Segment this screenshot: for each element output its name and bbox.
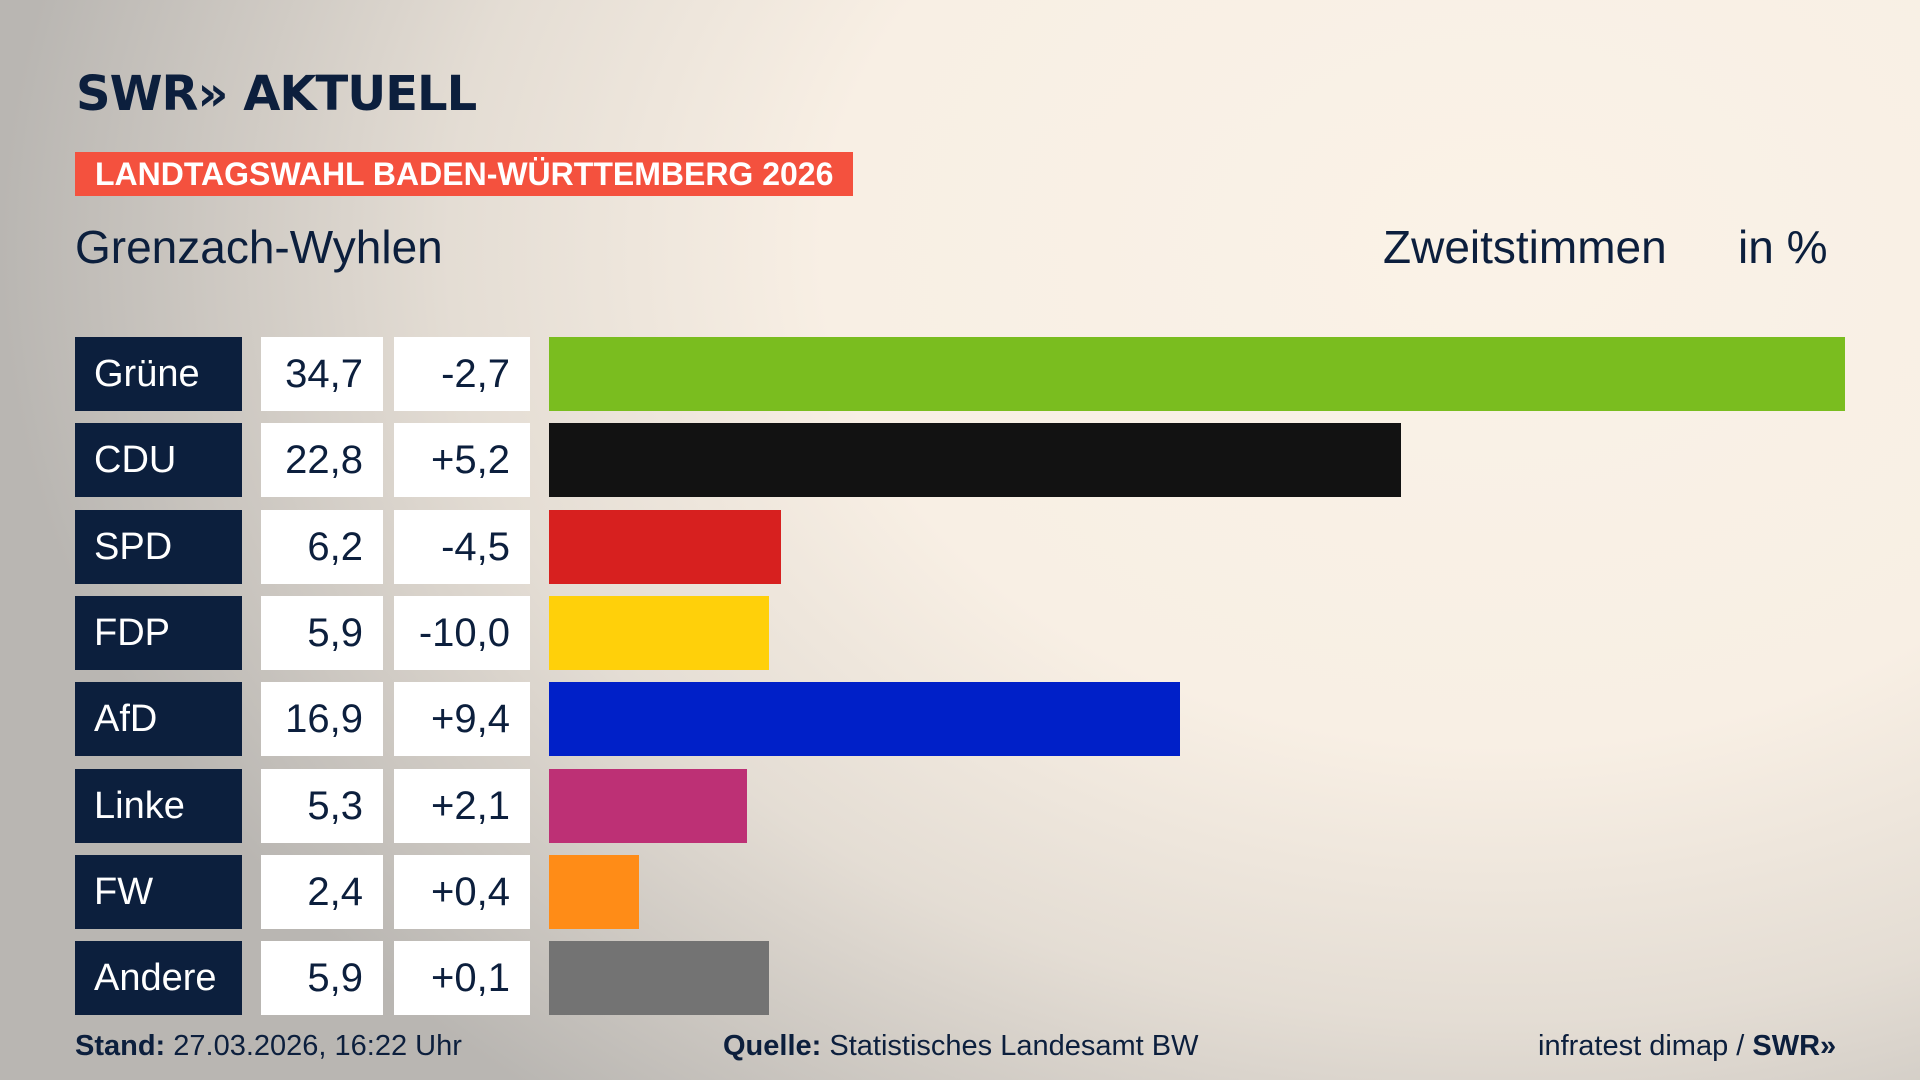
party-label: FW bbox=[75, 854, 242, 929]
vote-share: 5,3 bbox=[261, 768, 383, 843]
source-value: Statistisches Landesamt BW bbox=[829, 1030, 1199, 1062]
vote-share: 16,9 bbox=[261, 682, 383, 757]
region-title: Grenzach-Wyhlen bbox=[75, 221, 443, 273]
bar-cdu bbox=[549, 423, 1401, 498]
bar-fdp bbox=[549, 595, 770, 670]
vote-change: +5,2 bbox=[394, 423, 530, 498]
vote-change: +0,1 bbox=[394, 941, 530, 1016]
bar-grüne bbox=[549, 337, 1845, 411]
party-label: FDP bbox=[75, 595, 242, 670]
bar-fw bbox=[549, 854, 639, 929]
vote-change: -4,5 bbox=[394, 509, 530, 584]
vote-share: 34,7 bbox=[261, 337, 383, 411]
result-row: FW 2,4 +0,4 bbox=[75, 854, 1875, 929]
vote-change: +2,1 bbox=[394, 768, 530, 843]
swr-aktuell-logo: SWR» AKTUELL bbox=[76, 66, 477, 122]
bar-afd bbox=[549, 682, 1181, 757]
source-label: Quelle: bbox=[723, 1030, 822, 1062]
bar-linke bbox=[549, 768, 747, 843]
party-label: Andere bbox=[75, 941, 242, 1016]
election-banner: LANDTAGSWAHL BADEN-WÜRTTEMBERG 2026 bbox=[75, 152, 854, 196]
vote-share: 2,4 bbox=[261, 854, 383, 929]
result-row: Linke 5,3 +2,1 bbox=[75, 768, 1875, 843]
vote-change: -2,7 bbox=[394, 337, 530, 411]
stand-info: Stand: 27.03.2026, 16:22 Uhr bbox=[75, 1030, 462, 1063]
vote-share: 22,8 bbox=[261, 423, 383, 498]
vote-change: -10,0 bbox=[394, 595, 530, 670]
party-label: SPD bbox=[75, 509, 242, 584]
result-row: AfD 16,9 +9,4 bbox=[75, 682, 1875, 757]
result-row: FDP 5,9 -10,0 bbox=[75, 595, 1875, 670]
party-label: CDU bbox=[75, 423, 242, 498]
bar-spd bbox=[549, 509, 781, 584]
vote-change: +0,4 bbox=[394, 854, 530, 929]
party-label: AfD bbox=[75, 682, 242, 757]
stand-value: 27.03.2026, 16:22 Uhr bbox=[173, 1030, 462, 1062]
unit-label: in % bbox=[1738, 221, 1828, 273]
vote-share: 6,2 bbox=[261, 509, 383, 584]
credit: infratest dimap / SWR» bbox=[1538, 1030, 1836, 1063]
result-row: SPD 6,2 -4,5 bbox=[75, 509, 1875, 584]
swr-logo-small: SWR» bbox=[1752, 1030, 1837, 1062]
vote-change: +9,4 bbox=[394, 682, 530, 757]
vote-type-label: Zweitstimmen bbox=[1383, 221, 1667, 273]
bar-andere bbox=[549, 941, 770, 1016]
result-row: Andere 5,9 +0,1 bbox=[75, 941, 1875, 1016]
vote-share: 5,9 bbox=[261, 595, 383, 670]
stand-label: Stand: bbox=[75, 1030, 166, 1062]
result-row: Grüne 34,7 -2,7 bbox=[75, 337, 1875, 411]
party-label: Linke bbox=[75, 768, 242, 843]
result-row: CDU 22,8 +5,2 bbox=[75, 423, 1875, 498]
credit-text: infratest dimap / bbox=[1538, 1030, 1745, 1062]
party-label: Grüne bbox=[75, 337, 242, 411]
vote-share: 5,9 bbox=[261, 941, 383, 1016]
source-info: Quelle: Statistisches Landesamt BW bbox=[723, 1030, 1198, 1063]
